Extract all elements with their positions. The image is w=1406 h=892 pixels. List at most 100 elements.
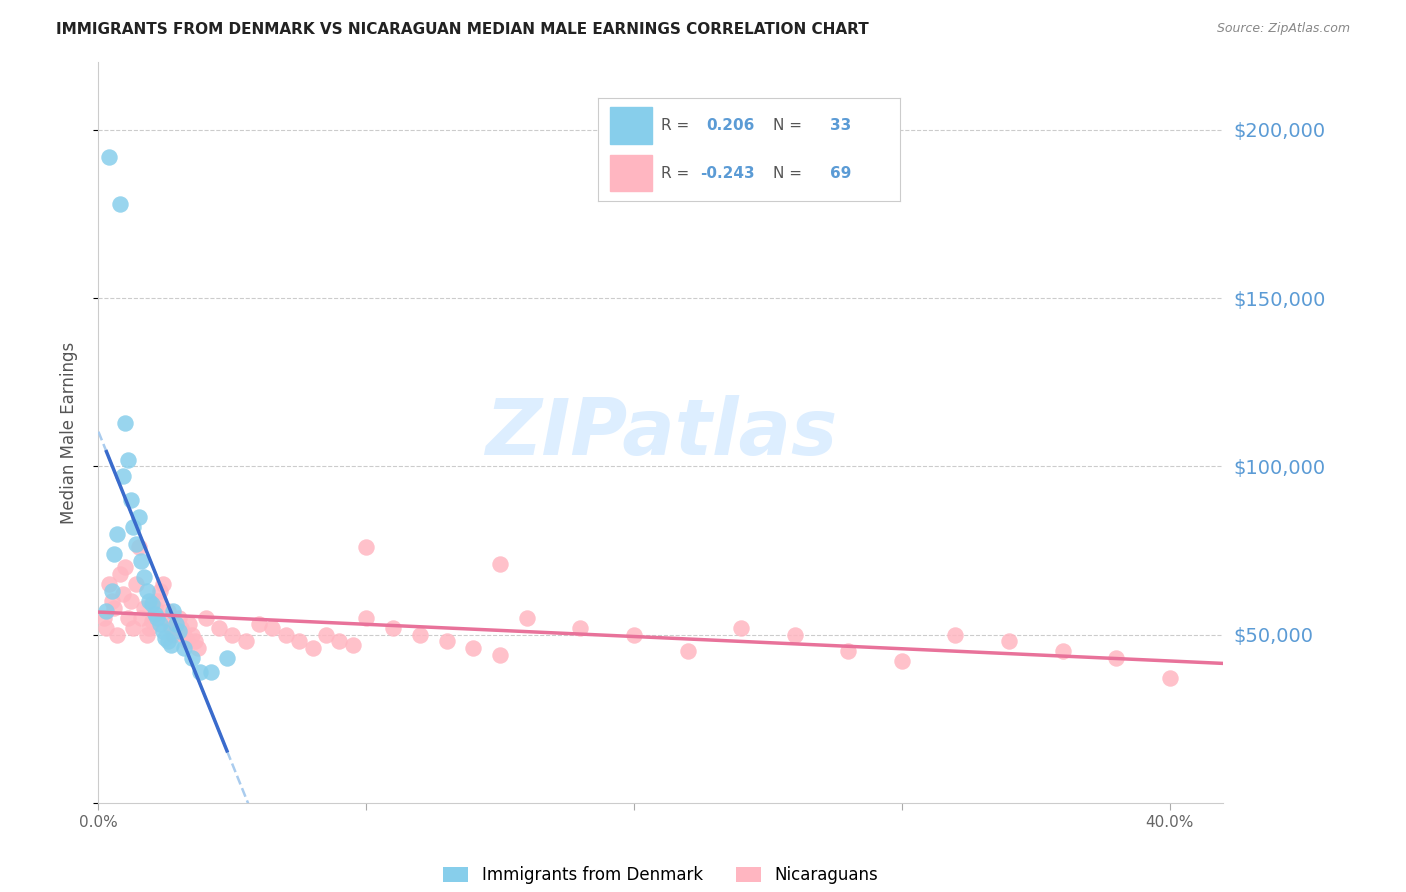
Point: [274, 627, 297, 641]
Point: [157, 634, 180, 648]
Point: [141, 597, 163, 611]
Point: [125, 577, 148, 591]
Point: [149, 583, 172, 598]
Text: 33: 33: [831, 119, 852, 133]
Point: [301, 640, 323, 655]
Point: [162, 627, 184, 641]
Point: [165, 617, 187, 632]
Point: [101, 583, 124, 598]
Point: [184, 634, 207, 648]
Point: [288, 634, 311, 648]
Point: [186, 640, 208, 655]
Point: [122, 621, 145, 635]
Point: [128, 540, 150, 554]
Point: [463, 640, 485, 655]
Point: [157, 604, 180, 618]
Point: [173, 627, 195, 641]
Text: N =: N =: [773, 166, 807, 180]
Point: [165, 617, 187, 632]
Point: [135, 583, 157, 598]
Text: -0.243: -0.243: [700, 166, 755, 180]
Point: [120, 594, 142, 608]
Point: [143, 600, 166, 615]
Point: [1052, 644, 1074, 658]
Point: [96, 604, 118, 618]
Point: [315, 627, 337, 641]
Point: [132, 600, 155, 615]
Point: [167, 624, 190, 639]
Point: [103, 547, 125, 561]
Point: [141, 614, 163, 628]
Point: [101, 594, 124, 608]
Point: [890, 655, 912, 669]
Point: [489, 648, 512, 662]
Point: [162, 604, 184, 618]
Point: [623, 627, 645, 641]
Point: [173, 640, 195, 655]
Point: [354, 540, 377, 554]
Bar: [610, 107, 652, 145]
Point: [181, 651, 204, 665]
Point: [176, 634, 198, 648]
Point: [1159, 671, 1181, 685]
Point: [200, 665, 222, 679]
Point: [170, 621, 193, 635]
Point: [111, 469, 134, 483]
Text: 0.206: 0.206: [706, 119, 755, 133]
Text: Source: ZipAtlas.com: Source: ZipAtlas.com: [1216, 22, 1350, 36]
Point: [146, 594, 169, 608]
Point: [143, 607, 166, 622]
Point: [98, 150, 121, 164]
Point: [569, 621, 592, 635]
Point: [146, 610, 169, 624]
Point: [155, 610, 177, 624]
Point: [129, 610, 152, 624]
Point: [167, 610, 190, 624]
Point: [152, 577, 174, 591]
Text: ZIPatlas: ZIPatlas: [485, 394, 837, 471]
Point: [1105, 651, 1128, 665]
Point: [155, 631, 177, 645]
Point: [125, 536, 148, 550]
Point: [122, 520, 145, 534]
Point: [247, 617, 270, 632]
Point: [262, 621, 284, 635]
Point: [235, 634, 257, 648]
Point: [783, 627, 806, 641]
Point: [132, 570, 155, 584]
Text: 69: 69: [831, 166, 852, 180]
Point: [998, 634, 1021, 648]
Point: [676, 644, 699, 658]
Point: [135, 627, 157, 641]
Point: [117, 610, 139, 624]
Point: [152, 624, 174, 639]
Point: [179, 617, 201, 632]
Text: R =: R =: [661, 119, 695, 133]
Bar: [610, 154, 652, 192]
Legend: Immigrants from Denmark, Nicaraguans: Immigrants from Denmark, Nicaraguans: [437, 859, 884, 891]
Point: [409, 627, 432, 641]
Point: [188, 665, 211, 679]
Point: [221, 627, 243, 641]
Point: [138, 594, 160, 608]
Point: [382, 621, 405, 635]
Text: R =: R =: [661, 166, 695, 180]
Point: [208, 621, 231, 635]
Point: [436, 634, 458, 648]
Point: [837, 644, 859, 658]
Point: [328, 634, 350, 648]
Text: IMMIGRANTS FROM DENMARK VS NICARAGUAN MEDIAN MALE EARNINGS CORRELATION CHART: IMMIGRANTS FROM DENMARK VS NICARAGUAN ME…: [56, 22, 869, 37]
Text: N =: N =: [773, 119, 807, 133]
Y-axis label: Median Male Earnings: Median Male Earnings: [59, 342, 77, 524]
Point: [114, 416, 136, 430]
Point: [105, 526, 128, 541]
Point: [108, 196, 131, 211]
Point: [111, 587, 134, 601]
Point: [128, 509, 150, 524]
Point: [129, 553, 152, 567]
Point: [114, 560, 136, 574]
Point: [103, 600, 125, 615]
Point: [181, 627, 204, 641]
Point: [117, 452, 139, 467]
Point: [108, 566, 131, 581]
